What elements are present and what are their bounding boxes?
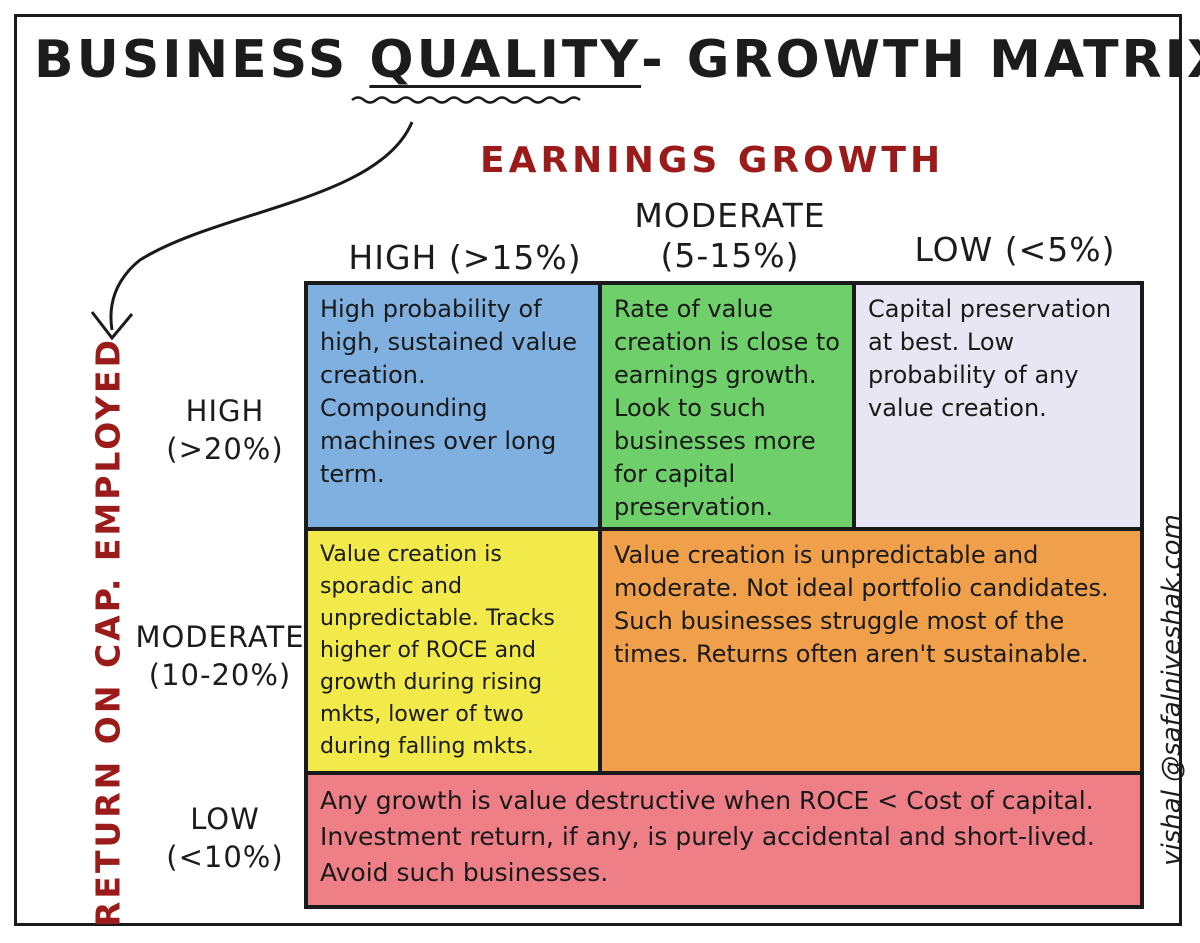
cell-low-roce-all-growth: Any growth is value destructive when ROC…: [308, 775, 1140, 905]
grid-divider: [308, 527, 1140, 531]
row-header-high: HIGH (>20%): [166, 394, 284, 466]
page-title: BUSINESS QUALITY- GROWTH MATRIX: [34, 30, 1200, 90]
cell-high-roce-moderate-growth: Rate of value creation is close to earni…: [602, 285, 856, 527]
author-credit: vishal @safalniveshak.com: [1157, 514, 1187, 866]
title-part-quality: QUALITY: [369, 30, 642, 90]
column-header-moderate: MODERATE (5-15%): [634, 196, 826, 275]
axis-title-return-on-cap: RETURN ON CAP. EMPLOYED: [88, 337, 128, 927]
column-header-high: HIGH (>15%): [348, 238, 582, 277]
curved-arrow-line: [109, 121, 414, 331]
title-part-business: BUSINESS: [34, 30, 370, 90]
row-header-moderate: MODERATE (10-20%): [135, 620, 305, 692]
cell-high-roce-low-growth: Capital preservation at best. Low probab…: [856, 285, 1140, 527]
arrow-head: [90, 311, 134, 341]
squiggle-underline: [351, 96, 581, 104]
column-header-low: LOW (<5%): [914, 230, 1116, 269]
cell-high-roce-high-growth: High probability of high, sustained valu…: [308, 285, 602, 527]
matrix-grid: High probability of high, sustained valu…: [304, 281, 1144, 909]
cell-moderate-roce-high-growth: Value creation is sporadic and unpredict…: [308, 531, 602, 771]
title-part-growth-matrix: - GROWTH MATRIX: [641, 30, 1200, 90]
axis-title-earnings-growth: EARNINGS GROWTH: [480, 140, 945, 181]
grid-divider: [308, 771, 1140, 775]
cell-moderate-roce-moderate-low-growth: Value creation is unpredictable and mode…: [602, 531, 1140, 771]
row-header-low: LOW (<10%): [166, 802, 284, 874]
grid-divider: [852, 285, 856, 531]
diagram-frame: [14, 14, 1182, 926]
